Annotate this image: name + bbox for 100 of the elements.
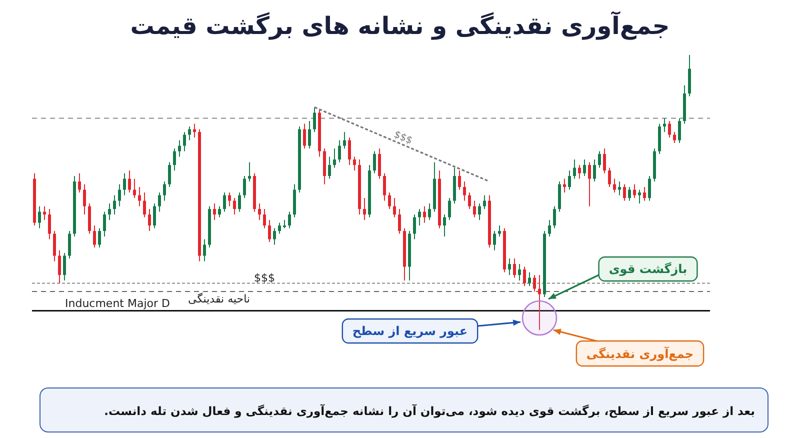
candlestick bbox=[568, 170, 571, 190]
candlestick bbox=[443, 214, 446, 237]
text: $$$ bbox=[392, 129, 414, 147]
candlestick bbox=[493, 230, 496, 251]
candlestick bbox=[63, 252, 66, 281]
candlestick bbox=[553, 206, 556, 229]
ref-line-label: $$$ bbox=[254, 271, 275, 284]
candlestick bbox=[288, 211, 291, 229]
candlestick bbox=[113, 194, 116, 215]
candlestick bbox=[123, 172, 126, 196]
candlestick bbox=[103, 211, 106, 237]
candlestick bbox=[563, 178, 566, 193]
candlestick bbox=[578, 164, 581, 180]
candlestick bbox=[188, 126, 191, 141]
candlestick bbox=[183, 132, 186, 152]
candlestick bbox=[48, 208, 51, 240]
candlestick bbox=[43, 206, 46, 220]
candlestick bbox=[448, 198, 451, 220]
candlestick bbox=[228, 192, 231, 207]
text: بعد از عبور سریع از سطح، برگشت قوی دیده شود، می‌توان آن را نشانه جمع‌آوری نقدینگی و فعال شدن تله دانست. bbox=[104, 404, 755, 418]
candlestick bbox=[618, 181, 621, 196]
candlestick bbox=[163, 181, 166, 202]
candlestick bbox=[273, 228, 276, 246]
candlestick bbox=[373, 150, 376, 174]
candlestick bbox=[248, 162, 251, 182]
candlestick bbox=[53, 230, 56, 262]
candlestick bbox=[268, 220, 271, 242]
candlestick bbox=[533, 274, 536, 292]
candlestick bbox=[668, 120, 671, 138]
candlestick bbox=[203, 238, 206, 262]
candlestick bbox=[343, 132, 346, 149]
candlestick bbox=[173, 148, 176, 171]
candlestick bbox=[423, 206, 426, 224]
candlestick bbox=[223, 192, 226, 212]
candlestick bbox=[513, 258, 516, 278]
candlestick bbox=[613, 178, 616, 193]
candlestick bbox=[238, 192, 241, 212]
candlestick bbox=[213, 203, 216, 220]
candlestick bbox=[673, 132, 676, 144]
candlestick bbox=[328, 156, 331, 180]
ref-line-label: Inducment Major D bbox=[65, 296, 170, 310]
candlestick bbox=[593, 159, 596, 182]
candlestick bbox=[83, 184, 86, 215]
candlestick bbox=[638, 189, 641, 204]
candlestick bbox=[258, 203, 261, 220]
candlestick bbox=[133, 178, 136, 198]
candlestick bbox=[338, 140, 341, 163]
candlestick bbox=[278, 222, 281, 234]
text: جمع‌آوری نقدینگی bbox=[586, 346, 694, 361]
candlestick bbox=[143, 192, 146, 218]
annotation: عبور سریع از سطح bbox=[352, 324, 468, 338]
annotation: بازگشت قوی bbox=[608, 262, 688, 276]
candlestick bbox=[233, 198, 236, 215]
candlestick bbox=[413, 214, 416, 240]
candlestick bbox=[108, 203, 111, 220]
candlestick bbox=[308, 120, 311, 149]
candlestick bbox=[643, 186, 646, 202]
candlestick bbox=[178, 140, 181, 158]
candlestick bbox=[523, 266, 526, 286]
candlestick bbox=[353, 156, 356, 171]
candlestick bbox=[603, 148, 606, 174]
candlestick bbox=[468, 192, 471, 210]
candlestick bbox=[388, 192, 391, 210]
candlestick bbox=[418, 208, 421, 226]
candlestick bbox=[158, 192, 161, 212]
candlestick bbox=[623, 184, 626, 202]
candlestick bbox=[263, 208, 266, 229]
candlestick bbox=[383, 172, 386, 202]
candlestick bbox=[168, 162, 171, 188]
candlestick bbox=[348, 137, 351, 166]
candlestick bbox=[118, 184, 121, 207]
candlestick bbox=[128, 170, 131, 193]
candlestick bbox=[498, 225, 501, 237]
candlestick bbox=[518, 264, 521, 281]
candlestick bbox=[398, 208, 401, 234]
candlestick bbox=[678, 118, 681, 144]
candlestick bbox=[193, 123, 196, 138]
candlestick bbox=[93, 225, 96, 248]
candlestick bbox=[153, 203, 156, 229]
candlestick bbox=[628, 186, 631, 202]
candlestick bbox=[573, 159, 576, 180]
candlestick bbox=[633, 184, 636, 198]
candlestick bbox=[458, 170, 461, 190]
candlestick bbox=[538, 274, 541, 330]
candlestick bbox=[428, 203, 431, 220]
candlestick bbox=[663, 118, 666, 132]
candlestick bbox=[378, 148, 381, 180]
candlestick bbox=[98, 228, 101, 248]
candlestick bbox=[58, 250, 61, 284]
candlestick bbox=[598, 150, 601, 168]
ref-line-label: ناحیه نقدینگی bbox=[188, 292, 250, 306]
candlestick bbox=[393, 198, 396, 218]
candlestick bbox=[218, 206, 221, 218]
candlestick bbox=[363, 198, 366, 220]
candlestick bbox=[313, 106, 316, 132]
chart-title: جمع‌آوری نقدینگی و نشانه های برگشت قیمت bbox=[130, 11, 670, 40]
candlestick bbox=[148, 208, 151, 232]
candlestick bbox=[473, 200, 476, 218]
candlestick bbox=[463, 181, 466, 202]
candlestick bbox=[478, 203, 481, 220]
